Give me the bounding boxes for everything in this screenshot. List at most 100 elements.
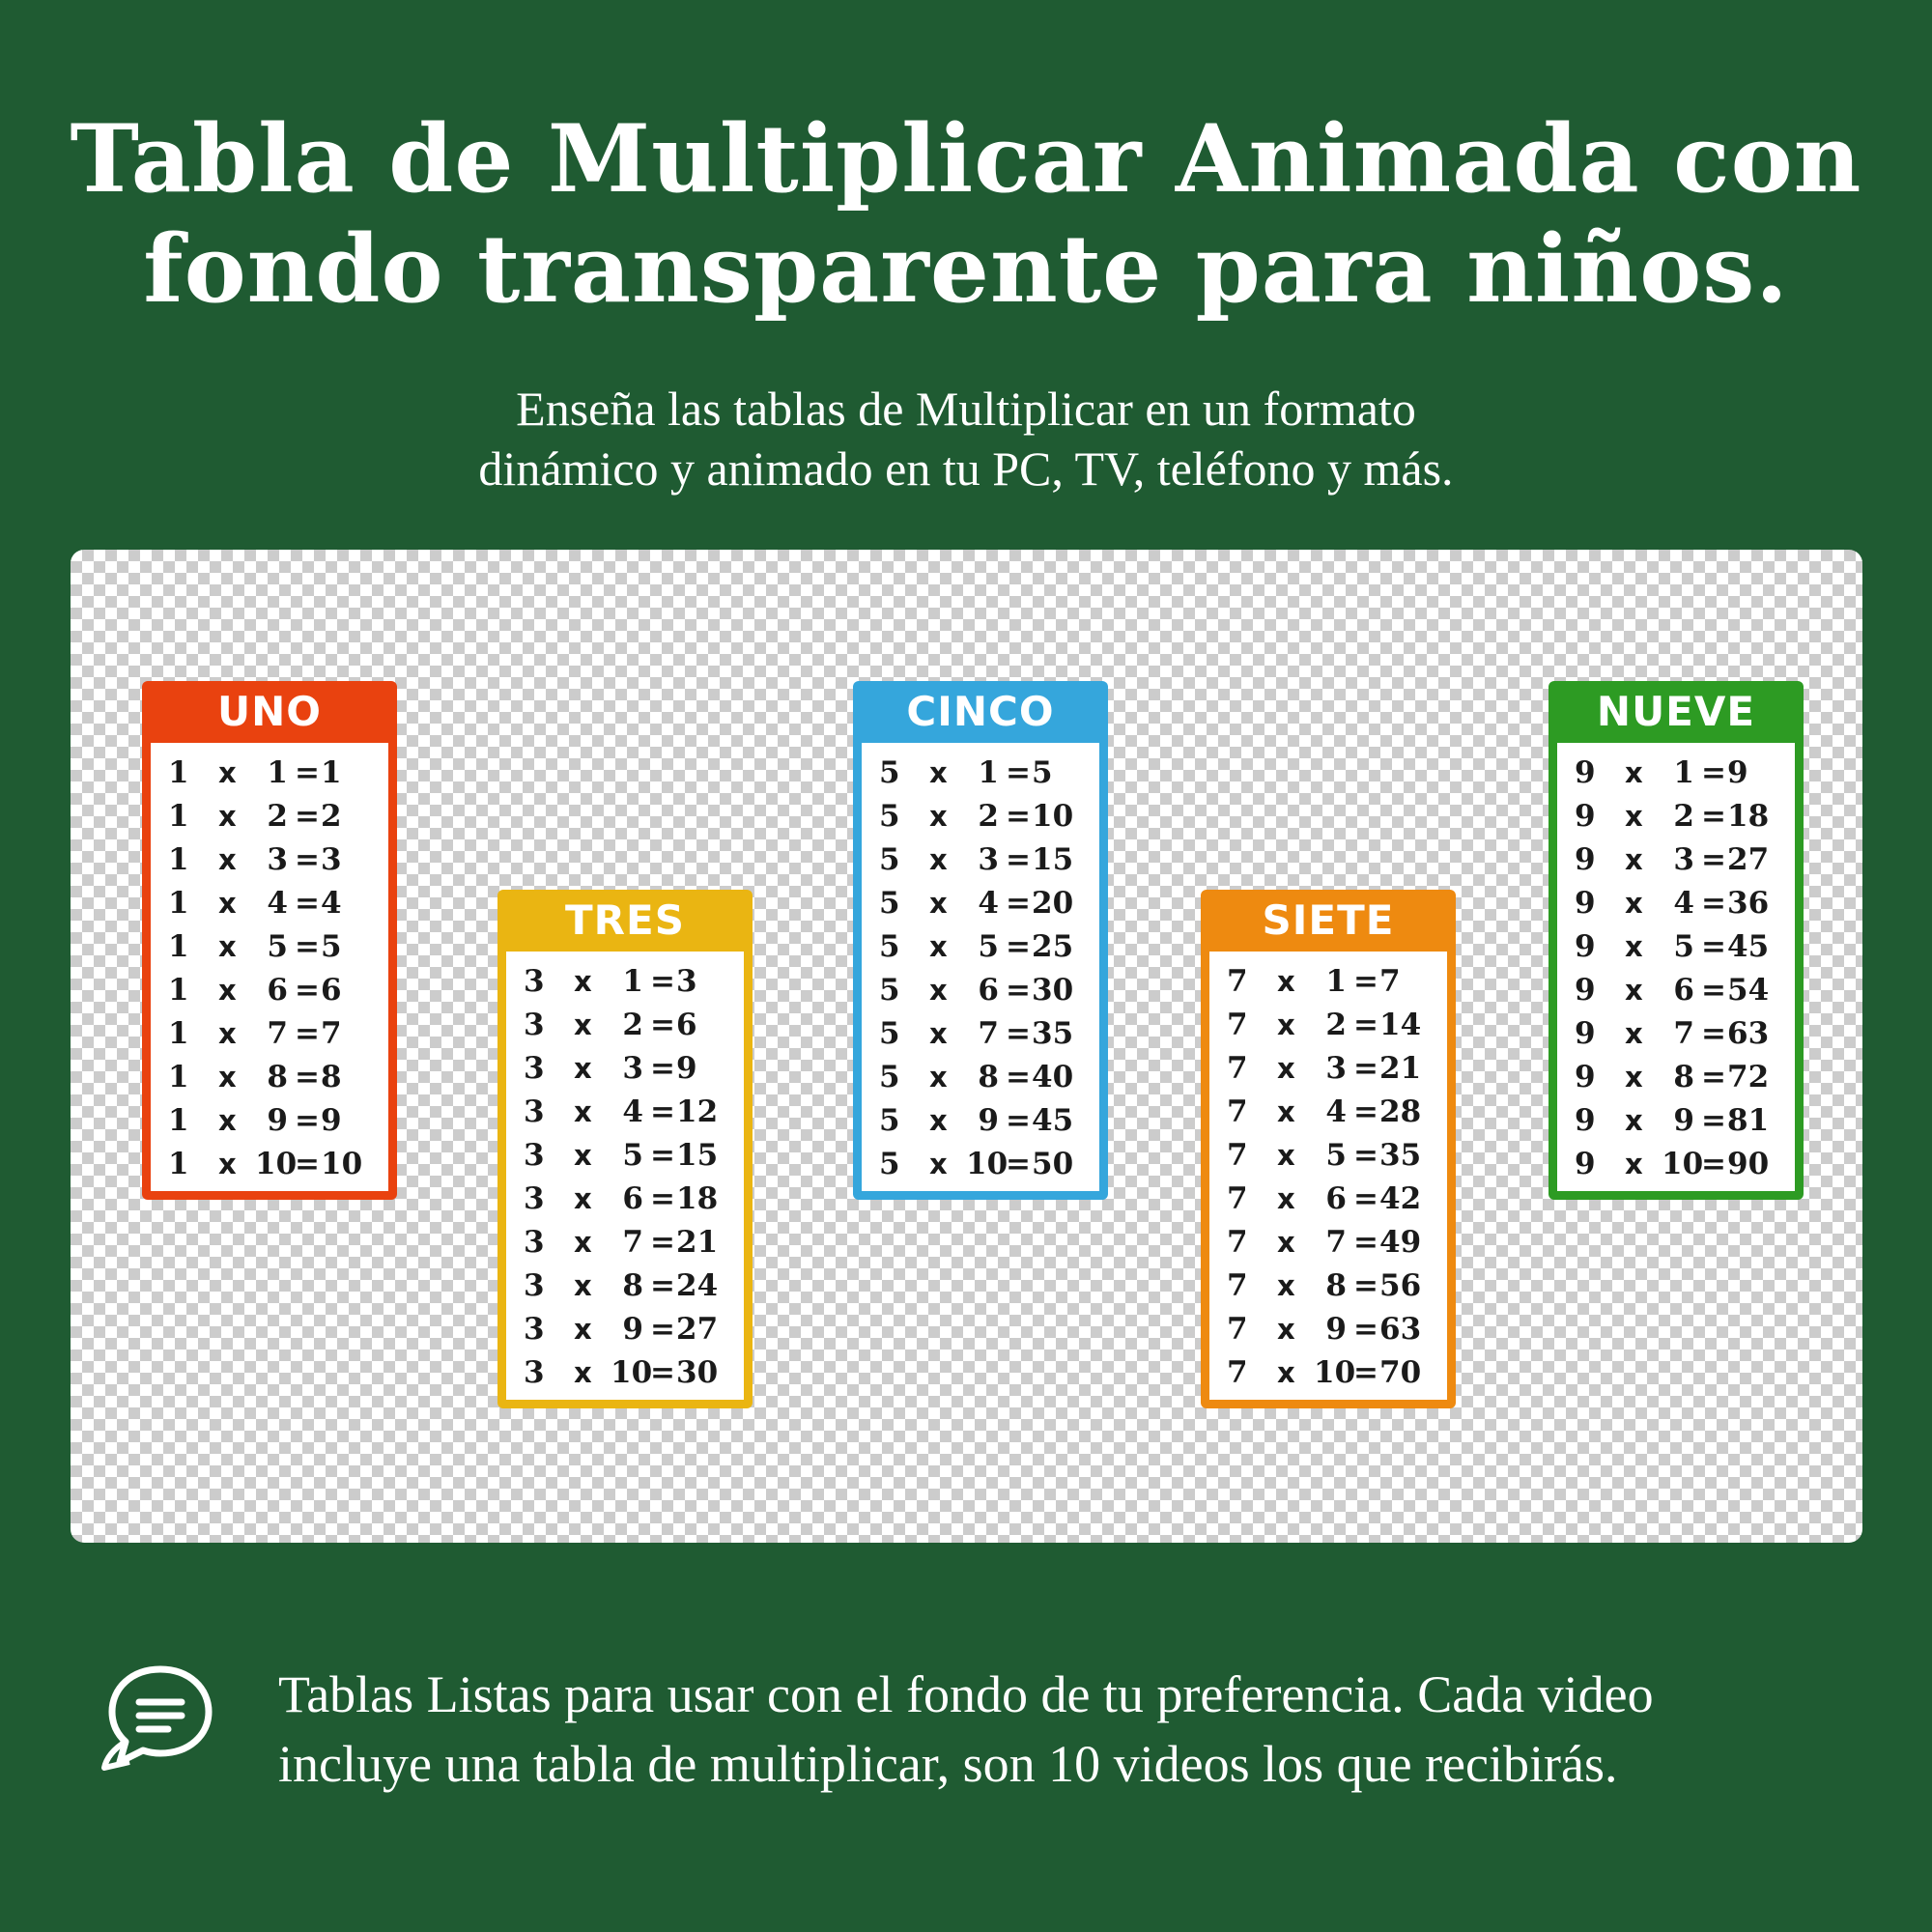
table-row: 1 x 9 = 9 — [168, 1098, 388, 1142]
table-row: 5 x 7 = 35 — [879, 1011, 1099, 1055]
table-row: 9 x 4 = 36 — [1575, 881, 1795, 924]
table-card-title: CINCO — [906, 688, 1055, 735]
product: 21 — [676, 1224, 719, 1260]
equals-sign: = — [1701, 1015, 1726, 1051]
times-sign: x — [1277, 1008, 1295, 1041]
table-row: 7 x 5 = 35 — [1227, 1133, 1447, 1177]
factor-b: 4 — [622, 1094, 643, 1129]
equals-sign: = — [1353, 1267, 1378, 1303]
table-row: 9 x 6 = 54 — [1575, 968, 1795, 1011]
factor-b: 4 — [978, 885, 999, 921]
factor-b: 9 — [1325, 1311, 1347, 1347]
factor-b: 3 — [1325, 1050, 1347, 1086]
factor-a: 9 — [1575, 928, 1596, 964]
table-row: 9 x 3 = 27 — [1575, 838, 1795, 881]
factor-a: 7 — [1227, 1224, 1248, 1260]
factor-a: 3 — [524, 1311, 545, 1347]
table-row: 9 x 10 = 90 — [1575, 1142, 1795, 1185]
equals-sign: = — [1701, 885, 1726, 921]
times-sign: x — [1277, 964, 1295, 998]
table-row: 9 x 7 = 63 — [1575, 1011, 1795, 1055]
times-sign: x — [1625, 1016, 1643, 1050]
factor-a: 3 — [524, 1050, 545, 1086]
table-row: 3 x 7 = 21 — [524, 1220, 744, 1264]
table-row: 5 x 2 = 10 — [879, 794, 1099, 838]
times-sign: x — [929, 1016, 948, 1050]
equals-sign: = — [295, 841, 320, 877]
equals-sign: = — [295, 798, 320, 834]
factor-a: 7 — [1227, 1180, 1248, 1216]
factor-b: 7 — [1325, 1224, 1347, 1260]
product: 4 — [321, 885, 342, 921]
equals-sign: = — [1006, 885, 1031, 921]
table-row: 7 x 4 = 28 — [1227, 1090, 1447, 1133]
factor-b: 2 — [267, 798, 288, 834]
product: 30 — [676, 1354, 719, 1390]
table-row: 3 x 5 = 15 — [524, 1133, 744, 1177]
product: 24 — [676, 1267, 719, 1303]
times-sign: x — [1277, 1268, 1295, 1302]
equals-sign: = — [650, 1267, 675, 1303]
product: 27 — [676, 1311, 719, 1347]
equals-sign: = — [295, 972, 320, 1008]
equals-sign: = — [1006, 928, 1031, 964]
equals-sign: = — [1006, 1015, 1031, 1051]
table-card-title: SIETE — [1262, 896, 1395, 944]
times-sign: x — [218, 929, 237, 963]
product: 12 — [676, 1094, 719, 1129]
product: 36 — [1727, 885, 1770, 921]
times-sign: x — [1625, 1147, 1643, 1180]
factor-b: 5 — [622, 1137, 643, 1173]
times-sign: x — [1277, 1225, 1295, 1259]
table-card-tres: TRES 3 x 1 = 3 3 x 2 = 6 3 x 3 = 9 3 x 4 = 12 3 x 5 = 15 3 x 6 = 18 3 x 7… — [497, 890, 753, 1408]
times-sign: x — [1277, 1355, 1295, 1389]
equals-sign: = — [1701, 972, 1726, 1008]
factor-b: 2 — [1673, 798, 1694, 834]
table-row: 1 x 5 = 5 — [168, 924, 388, 968]
table-row: 7 x 7 = 49 — [1227, 1220, 1447, 1264]
factor-b: 6 — [1673, 972, 1694, 1008]
times-sign: x — [1277, 1138, 1295, 1172]
factor-a: 1 — [168, 885, 189, 921]
table-row: 1 x 2 = 2 — [168, 794, 388, 838]
factor-a: 1 — [168, 798, 189, 834]
times-sign: x — [1625, 799, 1643, 833]
factor-b: 10 — [611, 1354, 653, 1390]
footer-line-2: incluye una tabla de multiplicar, son 10… — [278, 1735, 1618, 1793]
table-card-uno: UNO 1 x 1 = 1 1 x 2 = 2 1 x 3 = 3 1 x 4 = 4 1 x 5 = 5 1 x 6 = 6 1 x 7 = 7 1 x… — [142, 681, 397, 1200]
table-row: 5 x 8 = 40 — [879, 1055, 1099, 1098]
times-sign: x — [1625, 973, 1643, 1007]
equals-sign: = — [1006, 1146, 1031, 1181]
subtitle-line-1: Enseña las tablas de Multiplicar en un f… — [516, 382, 1416, 436]
times-sign: x — [1625, 886, 1643, 920]
times-sign: x — [1625, 842, 1643, 876]
product: 56 — [1379, 1267, 1422, 1303]
equals-sign: = — [1353, 1180, 1378, 1216]
product: 18 — [676, 1180, 719, 1216]
product: 3 — [321, 841, 342, 877]
product: 3 — [676, 963, 697, 999]
equals-sign: = — [1701, 754, 1726, 790]
equals-sign: = — [295, 1146, 320, 1181]
table-row: 3 x 8 = 24 — [524, 1264, 744, 1307]
times-sign: x — [218, 1103, 237, 1137]
table-row: 3 x 3 = 9 — [524, 1046, 744, 1090]
product: 63 — [1727, 1015, 1770, 1051]
table-row: 9 x 5 = 45 — [1575, 924, 1795, 968]
factor-b: 8 — [267, 1059, 288, 1094]
factor-b: 6 — [622, 1180, 643, 1216]
factor-b: 8 — [1673, 1059, 1694, 1094]
chat-bubbles-icon — [101, 1665, 213, 1771]
title-line-1: Tabla de Multiplicar Animada con — [70, 104, 1862, 213]
product: 6 — [676, 1007, 697, 1042]
product: 9 — [1727, 754, 1748, 790]
factor-b: 9 — [267, 1102, 288, 1138]
equals-sign: = — [650, 1050, 675, 1086]
equals-sign: = — [650, 1224, 675, 1260]
times-sign: x — [574, 1094, 592, 1128]
table-card-body: 9 x 1 = 9 9 x 2 = 18 9 x 3 = 27 9 x 4 = 36 9 x 5 = 45 9 x 6 = 54 9 x 7 = 6… — [1557, 743, 1795, 1191]
factor-b: 10 — [1662, 1146, 1704, 1181]
factor-b: 4 — [267, 885, 288, 921]
table-row: 1 x 3 = 3 — [168, 838, 388, 881]
factor-a: 9 — [1575, 1015, 1596, 1051]
